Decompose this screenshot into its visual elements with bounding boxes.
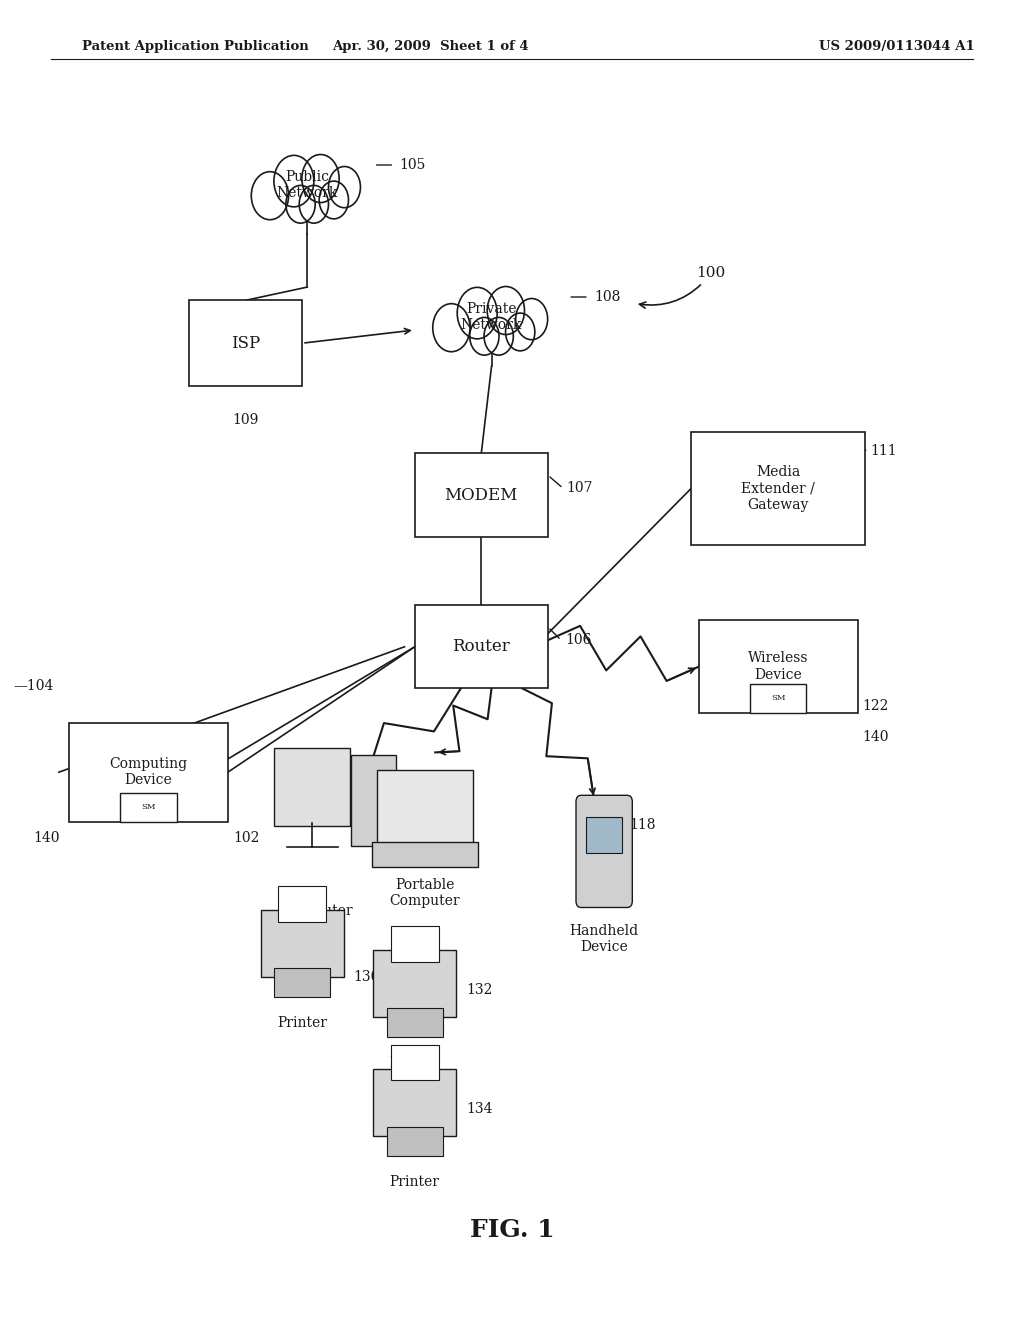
Text: Computing
Device: Computing Device — [110, 758, 187, 787]
Circle shape — [286, 185, 315, 223]
Text: 111: 111 — [870, 445, 897, 458]
Text: Apr. 30, 2009  Sheet 1 of 4: Apr. 30, 2009 Sheet 1 of 4 — [332, 40, 528, 53]
Circle shape — [487, 286, 524, 334]
Text: SM: SM — [141, 803, 156, 812]
Text: Wireless
Device: Wireless Device — [748, 652, 809, 681]
Text: Portable
Computer: Portable Computer — [390, 878, 460, 908]
Text: Router: Router — [453, 639, 510, 655]
Circle shape — [273, 156, 313, 207]
Text: ISP: ISP — [231, 335, 260, 351]
FancyBboxPatch shape — [387, 1127, 442, 1156]
FancyBboxPatch shape — [260, 911, 344, 977]
Circle shape — [516, 298, 548, 339]
Text: 114: 114 — [447, 801, 474, 814]
FancyBboxPatch shape — [377, 770, 473, 847]
Text: Computer: Computer — [283, 904, 352, 919]
FancyBboxPatch shape — [373, 842, 477, 867]
Text: Printer: Printer — [390, 1175, 439, 1189]
Text: 122: 122 — [862, 700, 889, 713]
Text: 109: 109 — [232, 412, 259, 426]
FancyBboxPatch shape — [391, 1045, 438, 1080]
Text: Printer: Printer — [390, 1056, 439, 1071]
Text: SM: SM — [771, 694, 785, 702]
FancyBboxPatch shape — [698, 620, 858, 713]
FancyBboxPatch shape — [387, 1008, 442, 1038]
FancyBboxPatch shape — [69, 722, 227, 821]
Text: 140: 140 — [862, 730, 889, 743]
FancyBboxPatch shape — [750, 684, 807, 713]
Circle shape — [433, 304, 470, 351]
Circle shape — [299, 185, 329, 223]
Circle shape — [302, 154, 339, 202]
Circle shape — [329, 166, 360, 207]
Text: 140: 140 — [33, 830, 59, 845]
FancyBboxPatch shape — [278, 887, 326, 921]
Text: 110: 110 — [399, 845, 426, 858]
FancyBboxPatch shape — [351, 755, 396, 846]
FancyBboxPatch shape — [415, 605, 548, 689]
Text: 108: 108 — [594, 290, 621, 304]
Circle shape — [484, 317, 513, 355]
FancyBboxPatch shape — [274, 969, 330, 998]
Text: 100: 100 — [639, 267, 726, 308]
Circle shape — [457, 288, 498, 339]
Text: MODEM: MODEM — [444, 487, 518, 503]
Text: Private
Network: Private Network — [461, 302, 522, 331]
Text: US 2009/0113044 A1: US 2009/0113044 A1 — [819, 40, 975, 53]
Text: 106: 106 — [565, 634, 592, 647]
Circle shape — [470, 317, 499, 355]
Text: Patent Application Publication: Patent Application Publication — [82, 40, 308, 53]
FancyBboxPatch shape — [189, 301, 302, 385]
Circle shape — [251, 172, 289, 219]
Text: Handheld
Device: Handheld Device — [569, 924, 639, 954]
Circle shape — [506, 313, 535, 351]
Text: 107: 107 — [566, 482, 593, 495]
FancyBboxPatch shape — [415, 453, 548, 536]
Text: 130: 130 — [353, 970, 380, 983]
Text: FIG. 1: FIG. 1 — [470, 1218, 554, 1242]
FancyBboxPatch shape — [391, 927, 438, 961]
FancyBboxPatch shape — [374, 950, 457, 1016]
Text: 134: 134 — [466, 1102, 493, 1115]
Text: —104: —104 — [13, 680, 53, 693]
Text: Public
Network: Public Network — [276, 170, 338, 199]
Circle shape — [319, 181, 348, 219]
FancyBboxPatch shape — [586, 817, 623, 853]
Text: 102: 102 — [232, 830, 259, 845]
FancyBboxPatch shape — [121, 792, 176, 821]
Text: Printer: Printer — [278, 1016, 327, 1031]
FancyBboxPatch shape — [374, 1069, 457, 1135]
FancyBboxPatch shape — [691, 433, 865, 544]
FancyBboxPatch shape — [274, 748, 350, 826]
Text: Media
Extender /
Gateway: Media Extender / Gateway — [741, 465, 815, 512]
FancyBboxPatch shape — [575, 795, 633, 908]
Text: 132: 132 — [466, 983, 493, 997]
Text: 118: 118 — [630, 818, 656, 832]
Text: 105: 105 — [399, 158, 426, 172]
